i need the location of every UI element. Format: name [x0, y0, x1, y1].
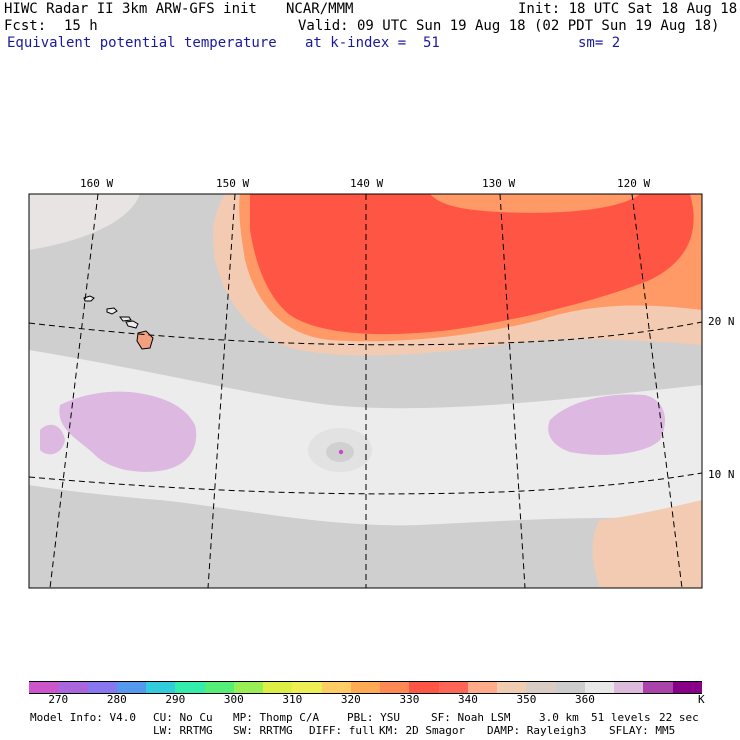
colorbar-swatch	[292, 681, 323, 694]
footer-model-info: Model Info: V4.0	[30, 711, 136, 724]
colorbar-swatch	[380, 681, 410, 694]
forecast-value: 15 h	[64, 18, 98, 34]
plot-title: HIWC Radar II 3km ARW-GFS init	[4, 1, 257, 17]
footer-lw: LW: RRTMG	[153, 724, 213, 737]
colorbar-swatch	[321, 681, 352, 694]
lon-label-130w: 130 W	[482, 177, 516, 190]
lon-label-160w: 160 W	[80, 177, 114, 190]
colorbar-tick-label: 310	[282, 693, 303, 706]
colorbar-swatch	[409, 681, 440, 694]
parallel-10n	[29, 472, 702, 495]
footer-pbl: PBL: YSU	[347, 711, 400, 724]
colorbar-swatch	[555, 681, 586, 694]
colorbar-tick-label: 340	[457, 693, 478, 706]
meridian-120w	[631, 194, 683, 588]
colorbar-tick-label: 290	[165, 693, 186, 706]
colorbar-swatch	[146, 681, 176, 694]
colorbar-swatch	[350, 681, 381, 694]
storm-center	[338, 449, 344, 455]
footer-diff: DIFF: full	[309, 724, 376, 737]
meridian-150w	[207, 194, 236, 588]
colorbar-tick-label: 350	[516, 693, 537, 706]
graticule	[29, 194, 702, 588]
init-time: Init: 18 UTC Sat 18 Aug 18	[518, 1, 738, 17]
colorbar-tick-label: 330	[399, 693, 420, 706]
smoothing-info: sm= 2	[578, 35, 621, 51]
field-name: Equivalent potential temperature	[7, 35, 277, 51]
colorbar-swatch	[175, 681, 206, 694]
colorbar-swatch	[233, 681, 264, 694]
colorbar-unit: K	[698, 693, 705, 706]
footer-sw: SW: RRTMG	[233, 724, 293, 737]
level-info: at k-index = 51	[305, 35, 440, 51]
parallel-20n	[29, 321, 702, 346]
colorbar-swatch	[116, 681, 147, 694]
footer-levels: 51 levels	[591, 711, 651, 724]
lon-label-150w: 150 W	[216, 177, 250, 190]
orange-tongue	[430, 194, 640, 213]
colorbar-swatch	[438, 681, 469, 694]
colorbar-swatch	[526, 681, 557, 694]
colorbar-swatch	[584, 681, 615, 694]
colorbar-swatch	[263, 681, 293, 694]
warm-core	[250, 194, 694, 335]
map-frame	[28, 193, 703, 589]
lat-label-20n: 20 N	[708, 315, 735, 328]
footer-resolution: 3.0 km	[539, 711, 579, 724]
footer-mp: MP: Thomp C/A	[233, 711, 320, 724]
lilac-patch-east	[548, 394, 665, 455]
colorbar-tick-label: 270	[48, 693, 69, 706]
salmon-southeast	[592, 500, 702, 588]
colorbar-tick-label: 360	[575, 693, 595, 706]
valid-time: Valid: 09 UTC Sun 19 Aug 18 (02 PDT Sun …	[298, 18, 720, 34]
footer-sflay: SFLAY: MM5	[609, 724, 676, 737]
colorbar-swatch	[58, 681, 88, 694]
colorbar-tick-label: 280	[106, 693, 127, 706]
lilac-patch-small	[40, 424, 65, 455]
meridian-130w	[499, 194, 526, 588]
footer-timestep: 22 sec	[659, 711, 699, 724]
colorbar-swatch	[204, 681, 235, 694]
light-patch-nw	[29, 194, 140, 250]
meridian-160w	[49, 194, 99, 588]
colorbar-swatch	[497, 681, 527, 694]
colorbar-swatch	[467, 681, 498, 694]
hawaii-islands	[83, 295, 154, 350]
footer-cu: CU: No Cu	[153, 711, 213, 724]
colorbar-swatch	[614, 681, 644, 694]
colorbar-tick-label: 320	[340, 693, 361, 706]
colorbar-swatch	[29, 681, 59, 694]
footer-sf: SF: Noah LSM	[431, 711, 511, 724]
lat-label-10n: 10 N	[708, 468, 735, 481]
lon-label-140w: 140 W	[350, 177, 384, 190]
lon-label-120w: 120 W	[617, 177, 651, 190]
colorbar-swatch	[672, 681, 703, 694]
footer-damp: DAMP: Rayleigh3	[487, 724, 587, 737]
forecast-label: Fcst:	[4, 18, 47, 34]
center-label: NCAR/MMM	[286, 1, 354, 17]
colorbar-swatch	[87, 681, 118, 694]
lilac-patch-west	[59, 391, 197, 472]
colorbar-tick-label: 300	[223, 693, 244, 706]
colorbar-swatch	[643, 681, 674, 694]
footer-km: KM: 2D Smagor	[379, 724, 466, 737]
